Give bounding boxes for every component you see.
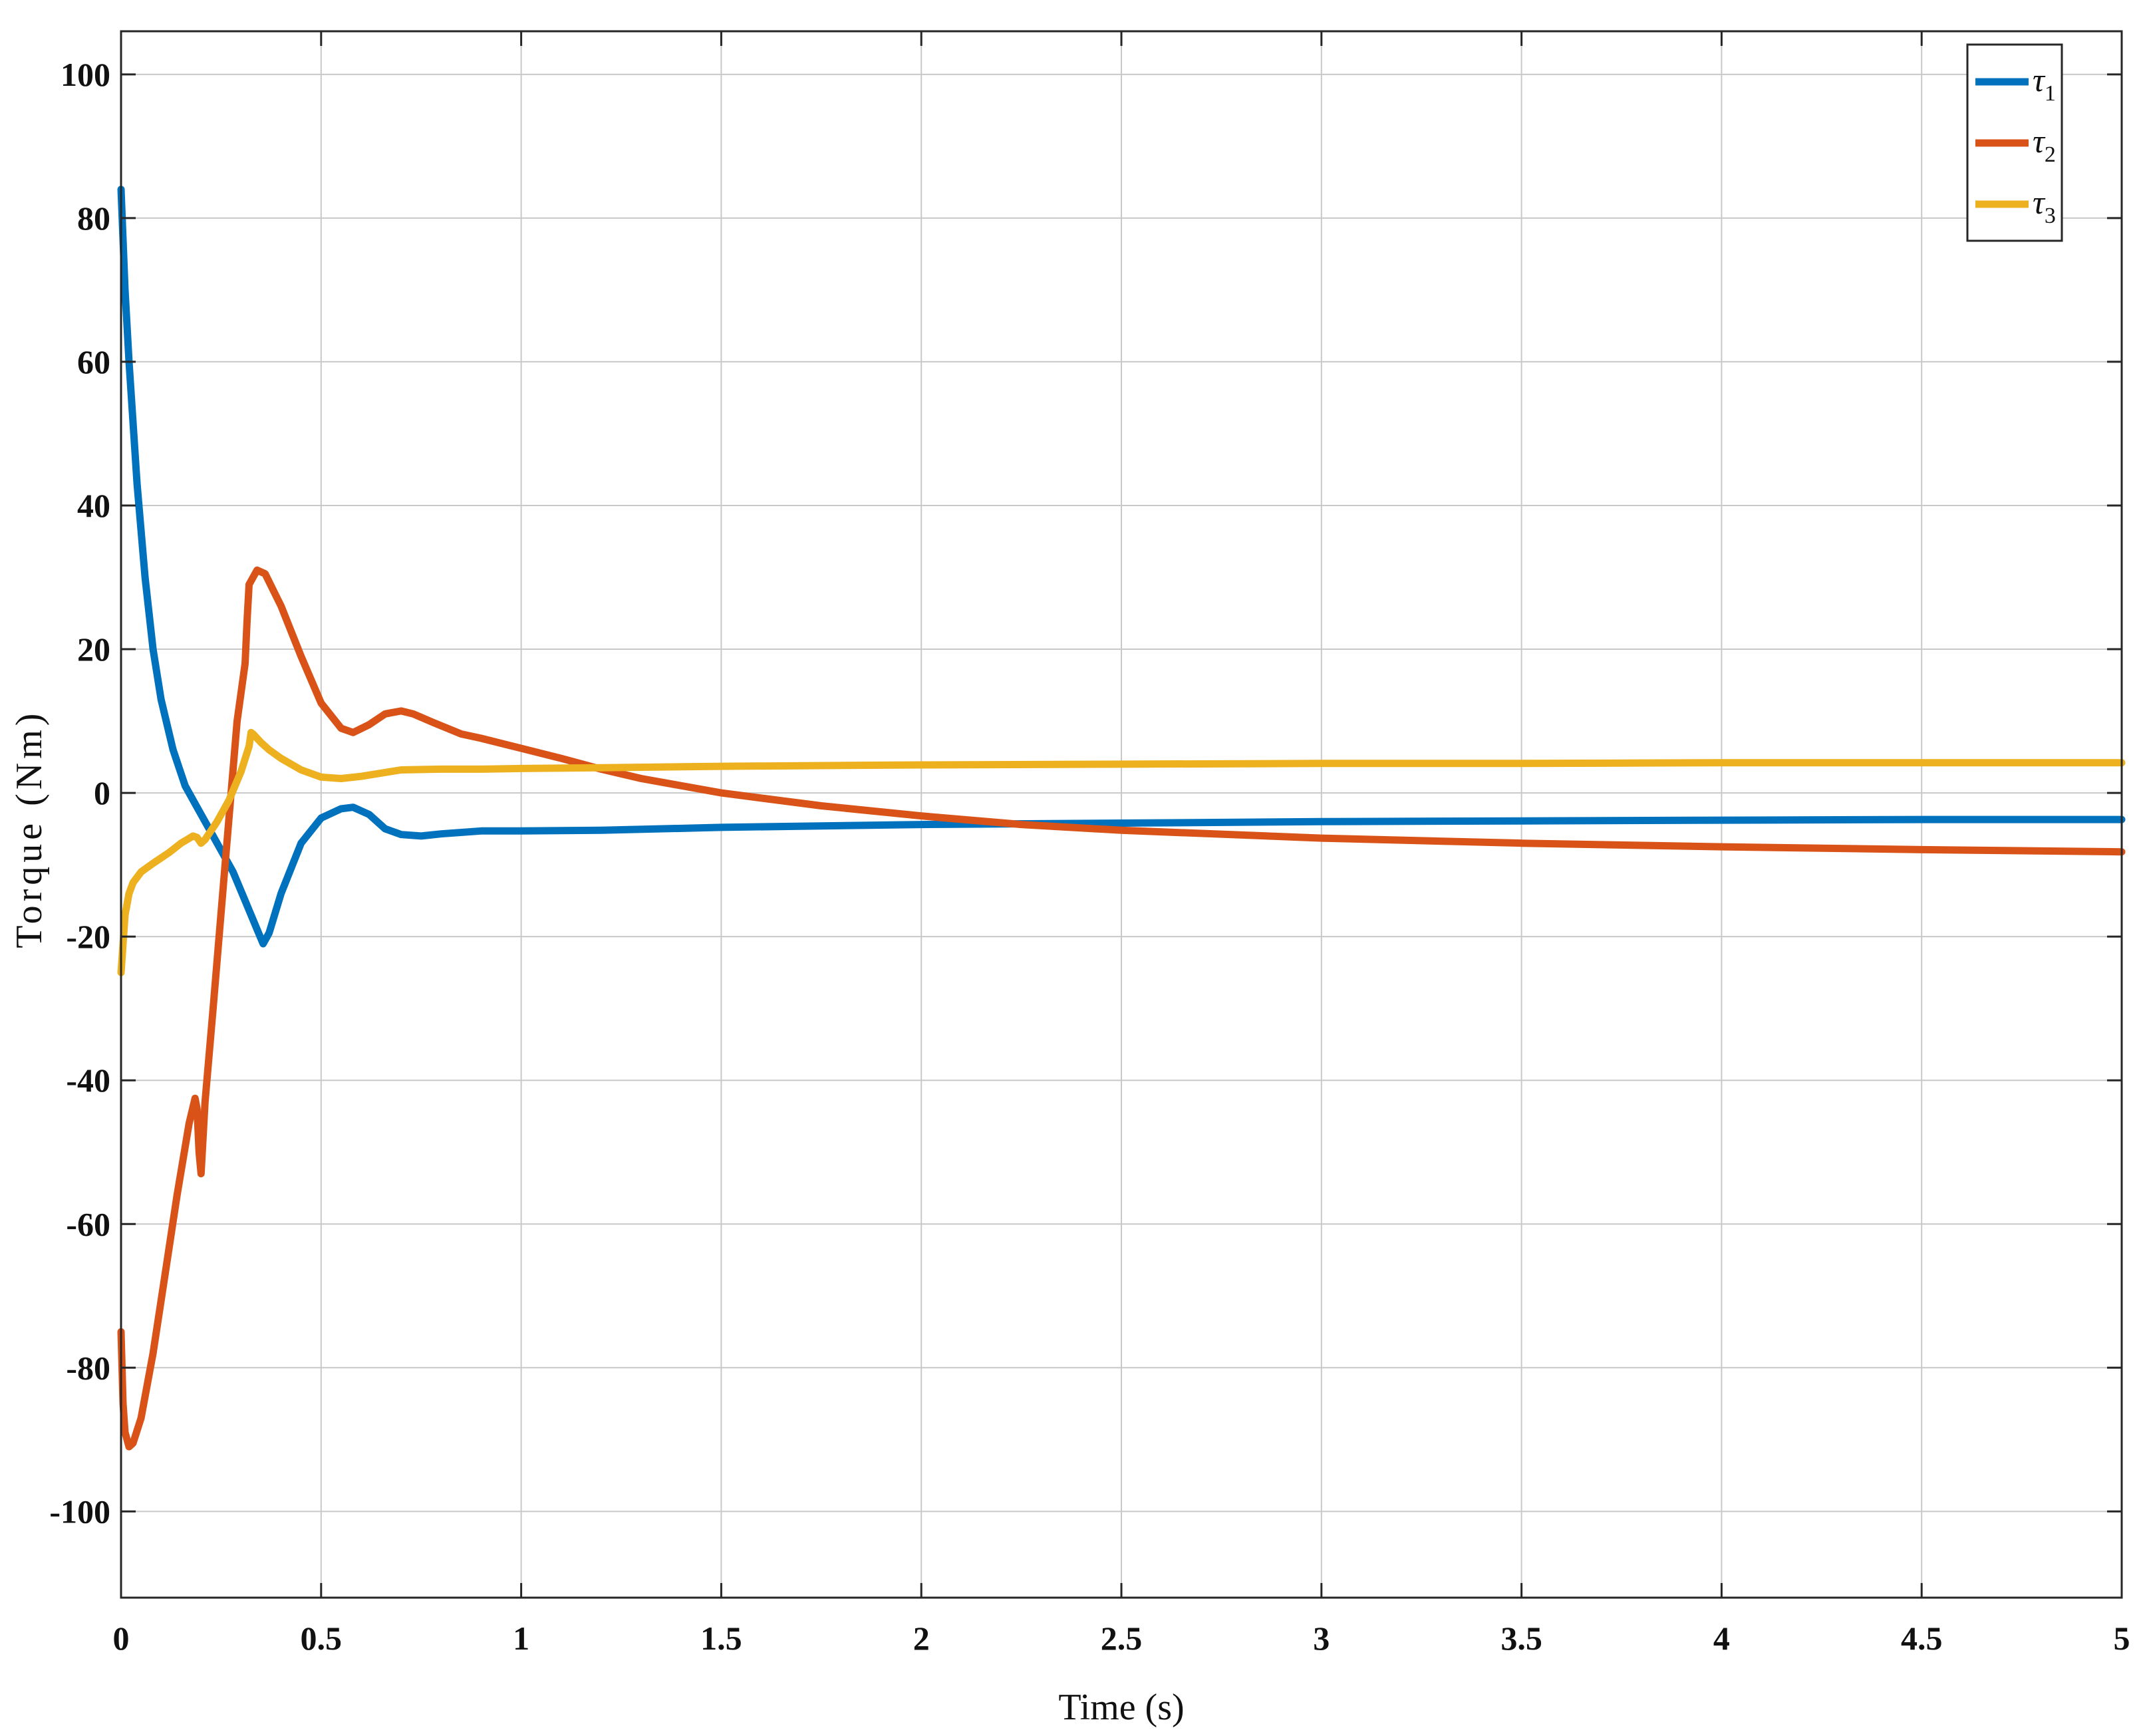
x-axis-label: Time (s) xyxy=(1058,1687,1184,1728)
y-tick-label: 20 xyxy=(77,631,110,668)
tick-labels: 0 0.5 1 1.5 2 2.5 3 3.5 4 4.5 5 100 80 60 40 20 0 -20 -40 -… xyxy=(49,31,2130,1657)
y-axis-label: Torque (Nm) xyxy=(9,710,50,948)
legend-label: τ3 xyxy=(2033,184,2056,228)
x-tick-label: 2.5 xyxy=(1101,1620,1143,1657)
x-tick-label: 1.5 xyxy=(700,1620,742,1657)
y-tick-label: -100 xyxy=(49,1493,110,1530)
y-tick-label: 40 xyxy=(77,487,110,524)
x-tick-label: 1 xyxy=(513,1620,529,1657)
x-tick-label: 0.5 xyxy=(301,1620,343,1657)
x-tick-label: 5 xyxy=(2114,1620,2130,1657)
x-tick-label: 0 xyxy=(113,1620,130,1657)
series-line-2 xyxy=(117,566,2126,1451)
y-tick-label: 80 xyxy=(77,200,110,237)
x-tick-label: 2 xyxy=(913,1620,930,1657)
series-line-1 xyxy=(117,186,2126,948)
y-tick-label: 0 xyxy=(94,774,110,811)
y-tick-label: -40 xyxy=(66,1062,110,1099)
legend: τ1 τ2 τ3 xyxy=(1966,43,2063,242)
y-tick-label: -20 xyxy=(66,918,110,955)
series-lines xyxy=(117,186,2126,1451)
x-tick-label: 4 xyxy=(1713,1620,1730,1657)
legend-label: τ2 xyxy=(2033,122,2056,167)
y-tick-label: -80 xyxy=(66,1349,110,1386)
y-tick-label: 100 xyxy=(61,56,110,93)
x-tick-label: 4.5 xyxy=(1901,1620,1943,1657)
y-tick-label: -60 xyxy=(66,1205,110,1242)
x-tick-label: 3 xyxy=(1313,1620,1330,1657)
y-tick-label: 60 xyxy=(77,343,110,380)
x-tick-label: 3.5 xyxy=(1500,1620,1542,1657)
series-line-3 xyxy=(117,728,2126,976)
legend-label: τ1 xyxy=(2033,61,2056,106)
